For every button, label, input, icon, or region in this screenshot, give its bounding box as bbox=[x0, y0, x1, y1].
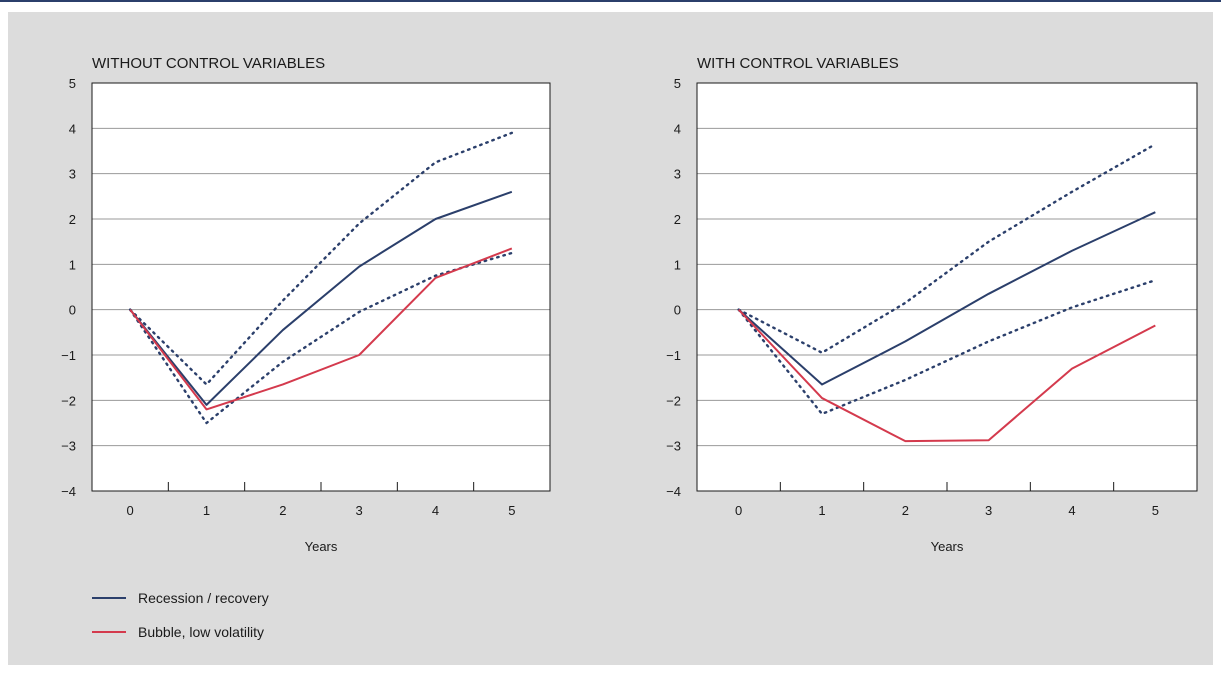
y-tick-label-with: 0 bbox=[674, 303, 681, 318]
lower-confidence-band-with bbox=[737, 279, 1157, 416]
x-tick-label-without: 5 bbox=[508, 503, 515, 518]
top-rule bbox=[0, 0, 1221, 2]
x-axis-label-with: Years bbox=[931, 539, 964, 554]
y-tick-label-with: 3 bbox=[674, 167, 681, 182]
y-tick-label-without: −2 bbox=[61, 393, 76, 408]
plot-area-with bbox=[697, 83, 1197, 491]
y-tick-label-with: 5 bbox=[674, 76, 681, 91]
legend-label-bubble: Bubble, low volatility bbox=[138, 624, 265, 640]
x-tick-label-with: 2 bbox=[902, 503, 909, 518]
legend-swatch-bubble bbox=[92, 631, 126, 633]
y-tick-label-with: −1 bbox=[666, 348, 681, 363]
y-tick-label-without: 2 bbox=[69, 212, 76, 227]
y-tick-label-without: 5 bbox=[69, 76, 76, 91]
y-tick-label-without: 4 bbox=[69, 121, 76, 136]
legend-item-recession: Recession / recovery bbox=[92, 588, 269, 608]
series-line-recession-with bbox=[737, 211, 1156, 386]
series-line-bubble-without bbox=[129, 247, 513, 411]
y-tick-label-with: 1 bbox=[674, 257, 681, 272]
y-tick-label-without: 1 bbox=[69, 257, 76, 272]
x-tick-label-without: 1 bbox=[203, 503, 210, 518]
x-tick-label-with: 1 bbox=[818, 503, 825, 518]
y-tick-label-with: 4 bbox=[674, 121, 681, 136]
x-tick-label-with: 0 bbox=[735, 503, 742, 518]
series-line-recession-without bbox=[129, 190, 513, 406]
x-tick-label-without: 4 bbox=[432, 503, 439, 518]
chart-title-without: WITHOUT CONTROL VARIABLES bbox=[92, 55, 325, 72]
x-tick-label-without: 0 bbox=[127, 503, 134, 518]
legend-swatch-recession bbox=[92, 597, 126, 599]
lower-confidence-band-without bbox=[128, 251, 514, 425]
plot-area-without bbox=[92, 83, 550, 491]
y-tick-label-without: −4 bbox=[61, 484, 76, 499]
x-tick-label-with: 5 bbox=[1152, 503, 1159, 518]
x-axis-label-without: Years bbox=[305, 539, 338, 554]
y-tick-label-with: −4 bbox=[666, 484, 681, 499]
y-tick-label-without: −1 bbox=[61, 348, 76, 363]
y-tick-label-with: −3 bbox=[666, 439, 681, 454]
legend: Recession / recovery Bubble, low volatil… bbox=[92, 588, 269, 656]
upper-confidence-band-without bbox=[128, 131, 514, 386]
legend-item-bubble: Bubble, low volatility bbox=[92, 622, 269, 642]
x-tick-label-with: 3 bbox=[985, 503, 992, 518]
x-tick-label-without: 3 bbox=[356, 503, 363, 518]
x-tick-label-with: 4 bbox=[1068, 503, 1075, 518]
y-tick-label-with: 2 bbox=[674, 212, 681, 227]
upper-confidence-band-with bbox=[737, 142, 1157, 354]
series-line-bubble-with bbox=[737, 308, 1156, 443]
legend-label-recession: Recession / recovery bbox=[138, 590, 269, 606]
chart-title-with: WITH CONTROL VARIABLES bbox=[697, 55, 899, 72]
y-tick-label-without: 0 bbox=[69, 303, 76, 318]
y-tick-label-without: −3 bbox=[61, 439, 76, 454]
y-tick-label-without: 3 bbox=[69, 167, 76, 182]
x-tick-label-without: 2 bbox=[279, 503, 286, 518]
y-tick-label-with: −2 bbox=[666, 393, 681, 408]
